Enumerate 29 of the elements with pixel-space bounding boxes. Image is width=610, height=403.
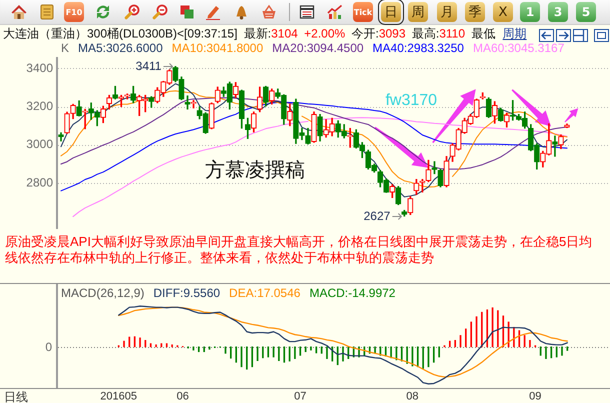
annotation: fw3170 bbox=[385, 92, 438, 109]
text: MA60:3045.3167 bbox=[472, 41, 565, 55]
x-tick-label: 201605 bbox=[100, 390, 138, 403]
y-tick-label: 3200 bbox=[26, 99, 54, 113]
x-tick-label: 08 bbox=[406, 390, 419, 403]
y-tick-label: 3400 bbox=[26, 60, 54, 75]
annotation: 3411 bbox=[136, 58, 162, 73]
y-tick-label: 3000 bbox=[26, 137, 54, 152]
chart-title: 大连油（重油）300桶(DL0300B)<[09:37:15] 最新:3104 +2.00% 今开:3093 最高:3110 最低 bbox=[3, 26, 496, 40]
annotation: 2627 bbox=[364, 208, 391, 223]
x-tick-label: 06 bbox=[176, 390, 189, 403]
y-tick-label: 2800 bbox=[26, 175, 54, 190]
candlestick bbox=[552, 136, 558, 157]
series-label: DEA:17.0546 bbox=[229, 286, 301, 300]
text: MA5:3026.6000 bbox=[78, 41, 164, 55]
text: 周期 bbox=[502, 26, 527, 40]
text: MA10:3041.8000 bbox=[172, 41, 264, 55]
x-tick-label: 09 bbox=[529, 390, 542, 403]
text: 原油受凌晨API大幅利好导致原油早间开盘直接大幅高开，价格在日线图中展开震荡走势，在企稳5日均线依然存在布林中轨的上行修正。整体来看，依然处于布林中轨的震荡走势 bbox=[5, 234, 592, 265]
text: 日线 bbox=[4, 390, 28, 403]
x-tick-label: 07 bbox=[294, 390, 306, 403]
legend-title: K bbox=[61, 41, 70, 55]
chart-title: MACD(26,12,9) bbox=[61, 286, 144, 300]
text: MA20:3094.4500 bbox=[272, 41, 364, 55]
annotation: 方慕凌撰稿 bbox=[205, 158, 306, 182]
ref-line-label: 0 bbox=[45, 340, 52, 354]
text: MA40:2983.3250 bbox=[372, 41, 464, 55]
series-label: DIFF:9.5560 bbox=[153, 286, 220, 300]
text: MACD:-14.9972 bbox=[309, 286, 396, 300]
